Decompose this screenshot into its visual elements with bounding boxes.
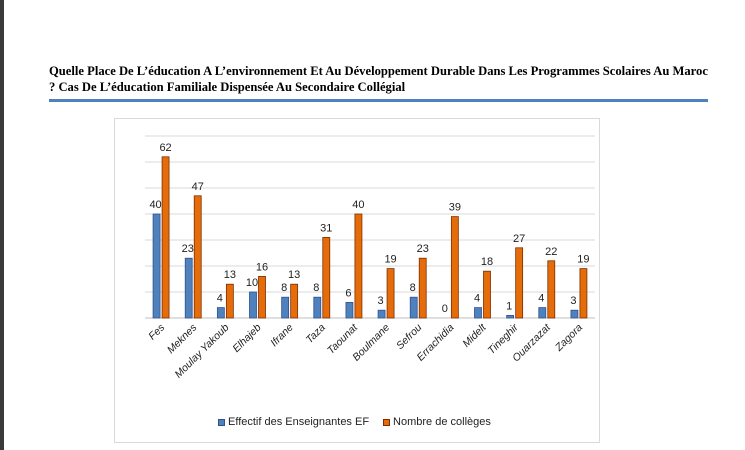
bar-series-2: [418, 257, 427, 319]
legend-label-series-1: Effectif des Enseignantes EF: [228, 416, 370, 428]
data-label-series-1: 0: [442, 303, 448, 315]
data-label-series-2: 22: [545, 246, 557, 258]
bar-series-1: [249, 291, 257, 319]
data-label-series-1: 8: [410, 282, 416, 294]
category-label: Elhajeb: [230, 322, 263, 355]
data-label-series-2: 23: [417, 243, 429, 255]
page-title: Quelle Place De L’éducation A L’environn…: [49, 64, 708, 94]
data-label-series-1: 1: [506, 300, 512, 312]
bar-series-2: [322, 237, 331, 319]
category-label: Ifrane: [268, 322, 296, 350]
data-label-series-2: 13: [224, 269, 236, 281]
legend-label-series-2: Nombre de collèges: [393, 416, 491, 428]
bar-series-1: [184, 257, 193, 319]
bar-series-2: [515, 247, 524, 319]
data-label-series-2: 39: [449, 202, 461, 214]
data-label-series-2: 16: [256, 261, 268, 273]
bar-series-2: [386, 268, 395, 319]
bar-series-1: [570, 309, 579, 319]
data-label-series-1: 10: [246, 277, 258, 289]
bar-series-1: [474, 307, 482, 319]
data-label-series-2: 18: [481, 256, 493, 268]
data-label-series-2: 40: [352, 199, 364, 211]
data-label-series-2: 19: [577, 254, 589, 266]
data-label-series-2: 13: [288, 269, 300, 281]
legend-swatch-series-1: [218, 418, 225, 426]
header-rule: [49, 99, 708, 102]
bar-series-1: [313, 296, 322, 319]
data-label-series-2: 19: [384, 254, 396, 266]
data-label-series-1: 3: [570, 295, 576, 307]
data-label-series-1: 3: [378, 295, 384, 307]
category-label: Zagora: [552, 322, 585, 355]
data-label-series-1: 4: [538, 293, 544, 305]
bar-series-1: [409, 296, 418, 319]
bar-series-1: [216, 307, 225, 319]
bar-series-2: [193, 195, 202, 319]
bar-series-2: [225, 283, 234, 319]
legend-item-series-1: Effectif des Enseignantes EF: [218, 416, 369, 428]
bar-series-1: [538, 307, 547, 319]
category-label: Taza: [304, 322, 328, 346]
category-label: Midelt: [460, 321, 489, 350]
data-label-series-1: 6: [345, 287, 351, 299]
bar-series-1: [281, 296, 290, 319]
data-label-series-1: 4: [217, 293, 223, 305]
bar-series-1: [152, 213, 161, 319]
bar-series-1: [345, 301, 354, 319]
bar-series-2: [258, 275, 266, 319]
data-label-series-1: 40: [149, 199, 161, 211]
bar-series-2: [450, 216, 459, 319]
bar-series-2: [547, 260, 556, 319]
bar-series-2: [354, 213, 363, 319]
legend-swatch-series-2: [383, 418, 391, 426]
data-label-series-1: 23: [182, 243, 194, 255]
data-label-series-2: 27: [513, 233, 525, 245]
chart-frame: 40 62 Fes 23 47 Meknes 4 13 Moulay Yakoub 10 16 Elh…: [114, 118, 600, 443]
legend-item-series-2: Nombre de collèges: [383, 416, 491, 428]
bar-series-2: [290, 283, 299, 319]
data-label-series-1: 8: [313, 282, 319, 294]
left-border: [0, 0, 4, 450]
category-label: Sefrou: [394, 322, 424, 352]
data-label-series-2: 47: [192, 181, 204, 193]
data-label-series-1: 4: [474, 293, 480, 305]
bar-series-1: [506, 314, 515, 319]
data-label-series-1: 8: [281, 282, 287, 294]
bar-series-2: [579, 268, 588, 319]
data-label-series-2: 62: [159, 142, 171, 154]
bar-series-2: [161, 156, 170, 319]
bar-series-2: [483, 270, 491, 319]
legend: Effectif des Enseignantes EF Nombre de c…: [218, 416, 505, 428]
bar-series-1: [377, 309, 386, 319]
category-label: Fes: [146, 321, 167, 342]
data-label-series-2: 31: [320, 222, 332, 234]
